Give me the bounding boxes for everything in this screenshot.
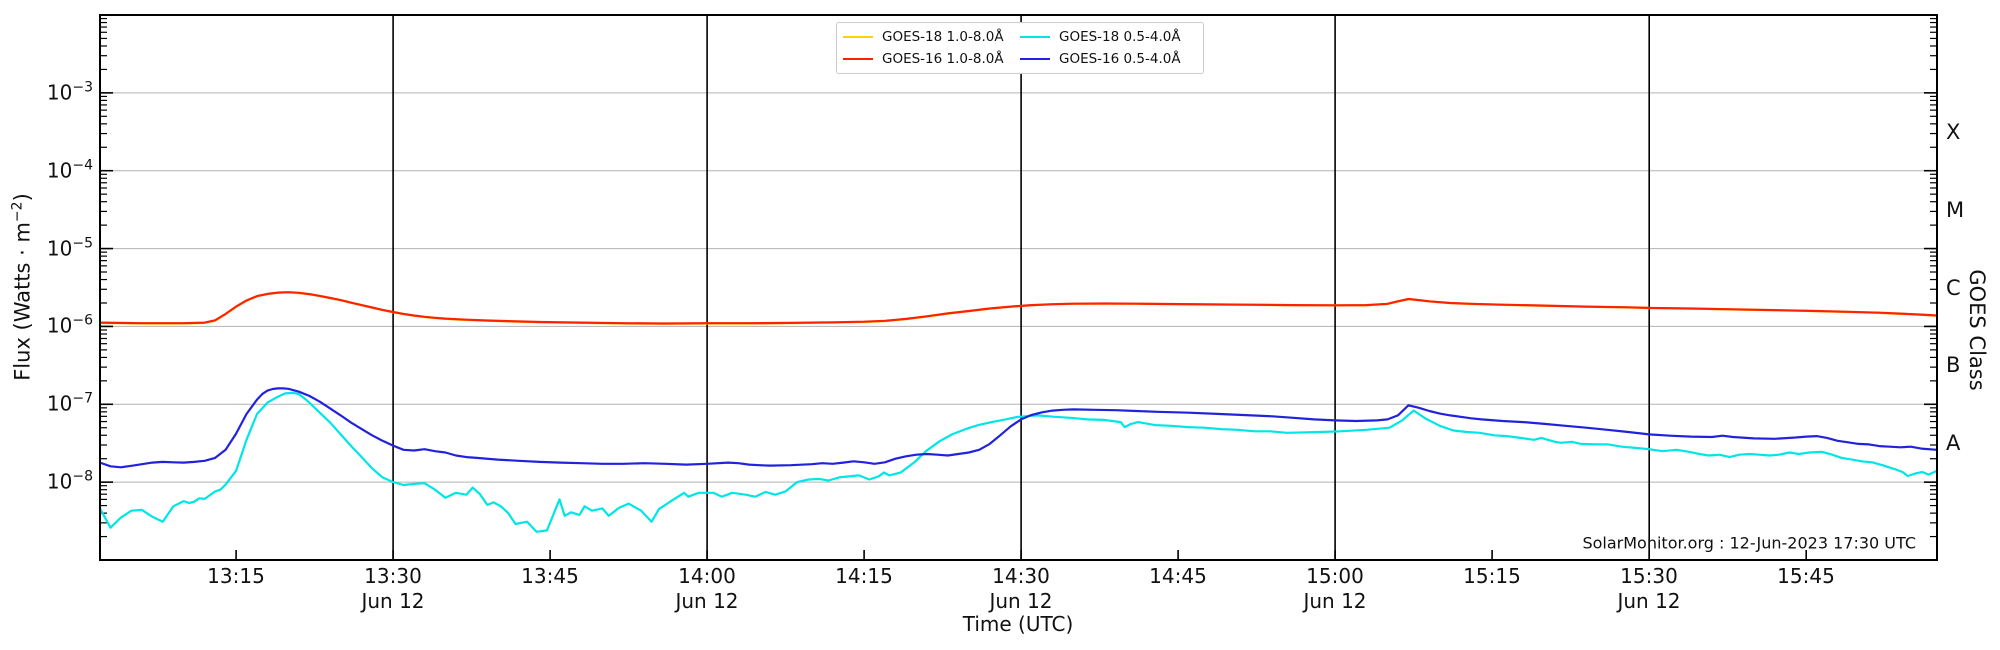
x-tick-date-1430: Jun 12 xyxy=(989,589,1053,613)
legend-label: GOES-18 1.0-8.0Å xyxy=(882,29,1004,45)
x-tick-date-1500: Jun 12 xyxy=(1303,589,1367,613)
x-tick-date-1400: Jun 12 xyxy=(675,589,739,613)
x-tick-label-1315: 13:15 xyxy=(207,564,265,588)
y-tick-label-1e-7: 10−7 xyxy=(46,390,93,416)
legend-line-swatch xyxy=(1020,58,1050,60)
plot-frame xyxy=(99,14,1938,561)
series-goes-18-0.5-4.0- xyxy=(98,391,1939,533)
x-tick-label-1345: 13:45 xyxy=(521,564,579,588)
x-tick-label-1430: 14:30 xyxy=(992,564,1050,588)
watermark-text: SolarMonitor.org : 12-Jun-2023 17:30 UTC xyxy=(1582,533,1916,553)
y-tick-label-1e-4: 10−4 xyxy=(46,157,93,183)
legend-entry-goes-16-0.5-4.0-: GOES-16 0.5-4.0Å xyxy=(1020,51,1197,67)
legend-entry-goes-18-1.0-8.0-: GOES-18 1.0-8.0Å xyxy=(843,29,1020,45)
decade-gridlines xyxy=(100,92,1937,483)
y-tick-label-1e-8: 10−8 xyxy=(46,468,93,494)
right-axis-label: GOES Class xyxy=(1965,269,1989,391)
x-tick-label-1415: 14:15 xyxy=(835,564,893,588)
legend-label: GOES-18 0.5-4.0Å xyxy=(1059,29,1181,45)
goes-class-b: B xyxy=(1946,353,1961,377)
x-tick-date-1330: Jun 12 xyxy=(361,589,425,613)
legend-label: GOES-16 1.0-8.0Å xyxy=(882,51,1004,67)
y-tick-label-1e-5: 10−5 xyxy=(46,235,93,261)
y-axis-label: Flux (Watts · m−2) xyxy=(9,193,35,381)
x-tick-label-1500: 15:00 xyxy=(1306,564,1364,588)
y-tick-label-1e-3: 10−3 xyxy=(46,79,93,105)
y-tick-label-1e-6: 10−6 xyxy=(46,312,93,338)
x-tick-label-1545: 15:45 xyxy=(1777,564,1835,588)
axis-ticks xyxy=(100,14,1937,561)
x-tick-label-1445: 14:45 xyxy=(1149,564,1207,588)
x-tick-label-1330: 13:30 xyxy=(364,564,422,588)
goes-class-x: X xyxy=(1946,120,1961,144)
goes-class-m: M xyxy=(1946,198,1965,222)
x-tick-label-1515: 15:15 xyxy=(1463,564,1521,588)
x-tick-label-1400: 14:00 xyxy=(678,564,736,588)
legend-entry-goes-18-0.5-4.0-: GOES-18 0.5-4.0Å xyxy=(1020,29,1197,45)
x-tick-date-1530: Jun 12 xyxy=(1617,589,1681,613)
series-goes-16-1.0-8.0- xyxy=(98,291,1939,325)
legend-entry-goes-16-1.0-8.0-: GOES-16 1.0-8.0Å xyxy=(843,51,1020,67)
goes-class-c: C xyxy=(1946,276,1961,300)
x-axis-label: Time (UTC) xyxy=(962,612,1074,636)
legend: GOES-18 1.0-8.0Å GOES-16 1.0-8.0Å GOES-18 … xyxy=(836,22,1204,74)
legend-line-swatch xyxy=(843,58,873,60)
halfhour-event-lines xyxy=(392,15,1650,560)
legend-label: GOES-16 0.5-4.0Å xyxy=(1059,51,1181,67)
legend-line-swatch xyxy=(1020,36,1050,38)
legend-line-swatch xyxy=(843,36,873,38)
goes-class-a: A xyxy=(1946,431,1961,455)
series-goes-16-0.5-4.0- xyxy=(98,387,1939,469)
x-tick-label-1530: 15:30 xyxy=(1620,564,1678,588)
